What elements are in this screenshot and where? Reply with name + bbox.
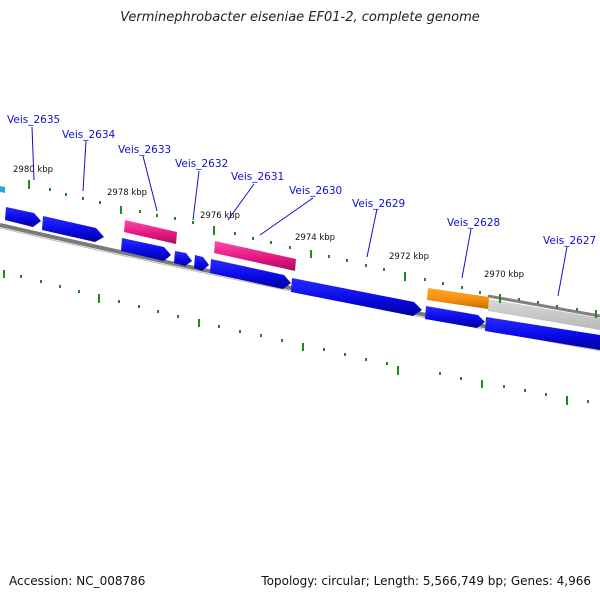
- gene-label-veis-2634[interactable]: Veis_2634: [62, 129, 116, 141]
- cds-arrow-6[interactable]: [210, 259, 291, 289]
- accession-text: Accession: NC_008786: [9, 574, 146, 588]
- rrna-feature-1[interactable]: [124, 220, 177, 244]
- kbp-label-2970: 2970 kbp: [484, 270, 524, 280]
- gene-label-veis-2627[interactable]: Veis_2627: [543, 235, 596, 247]
- cds-arrow-5[interactable]: [194, 255, 209, 271]
- cds-arrow-9[interactable]: [485, 317, 600, 350]
- cds-arrow-7[interactable]: [291, 278, 422, 316]
- label-leaders: [31, 126, 568, 297]
- gene-label-veis-2631[interactable]: Veis_2631: [231, 171, 284, 183]
- cds-arrow-3[interactable]: [121, 238, 171, 261]
- cds-arrow-2[interactable]: [42, 216, 104, 242]
- kbp-label-2972: 2972 kbp: [389, 252, 429, 262]
- tick-row-outer: [28, 180, 597, 318]
- gene-label-veis-2629[interactable]: Veis_2629: [352, 198, 405, 210]
- gene-label-veis-2630[interactable]: Veis_2630: [289, 185, 342, 197]
- tick-row-inner: [3, 270, 589, 405]
- feature-leftmost-cyan[interactable]: [0, 186, 5, 193]
- backbone-upper: [487, 294, 600, 318]
- gene-label-veis-2633[interactable]: Veis_2633: [118, 144, 171, 156]
- gene-label-veis-2635[interactable]: Veis_2635: [7, 114, 60, 126]
- cds-arrow-1[interactable]: [5, 207, 41, 227]
- kbp-label-2976: 2976 kbp: [200, 211, 240, 221]
- highlight-region: [488, 299, 600, 330]
- trna-feature[interactable]: [427, 288, 489, 309]
- map-title: Verminephrobacter eiseniae EF01-2, compl…: [120, 10, 480, 25]
- genome-summary-text: Topology: circular; Length: 5,566,749 bp…: [261, 574, 591, 588]
- cds-arrow-8[interactable]: [425, 306, 485, 328]
- kbp-label-2980: 2980 kbp: [13, 165, 53, 175]
- kbp-label-2978: 2978 kbp: [107, 188, 147, 198]
- cds-arrow-4[interactable]: [174, 251, 192, 266]
- gene-label-veis-2632[interactable]: Veis_2632: [175, 158, 228, 170]
- kbp-label-2974: 2974 kbp: [295, 233, 335, 243]
- gene-label-veis-2628[interactable]: Veis_2628: [447, 217, 500, 229]
- rrna-feature-2[interactable]: [214, 241, 296, 271]
